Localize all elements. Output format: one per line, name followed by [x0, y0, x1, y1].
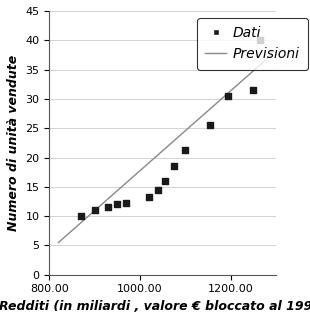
Point [171, 164, 176, 169]
Point [251, 88, 256, 93]
Y-axis label: Numero di unità vendute: Numero di unità vendute [7, 55, 20, 231]
Point [147, 195, 152, 200]
Point [106, 205, 111, 210]
Point [258, 38, 263, 43]
Point [79, 213, 84, 219]
X-axis label: Redditi (in miliardi , valore € bloccato al 1990): Redditi (in miliardi , valore € bloccato… [0, 300, 310, 313]
Point [92, 208, 97, 213]
Point [156, 187, 161, 192]
Point [183, 148, 188, 153]
Legend: Dati, Previsioni: Dati, Previsioni [197, 18, 308, 69]
Point [124, 201, 129, 206]
Point [208, 123, 213, 128]
Point [162, 179, 167, 184]
Point [226, 93, 231, 99]
Point [115, 202, 120, 207]
